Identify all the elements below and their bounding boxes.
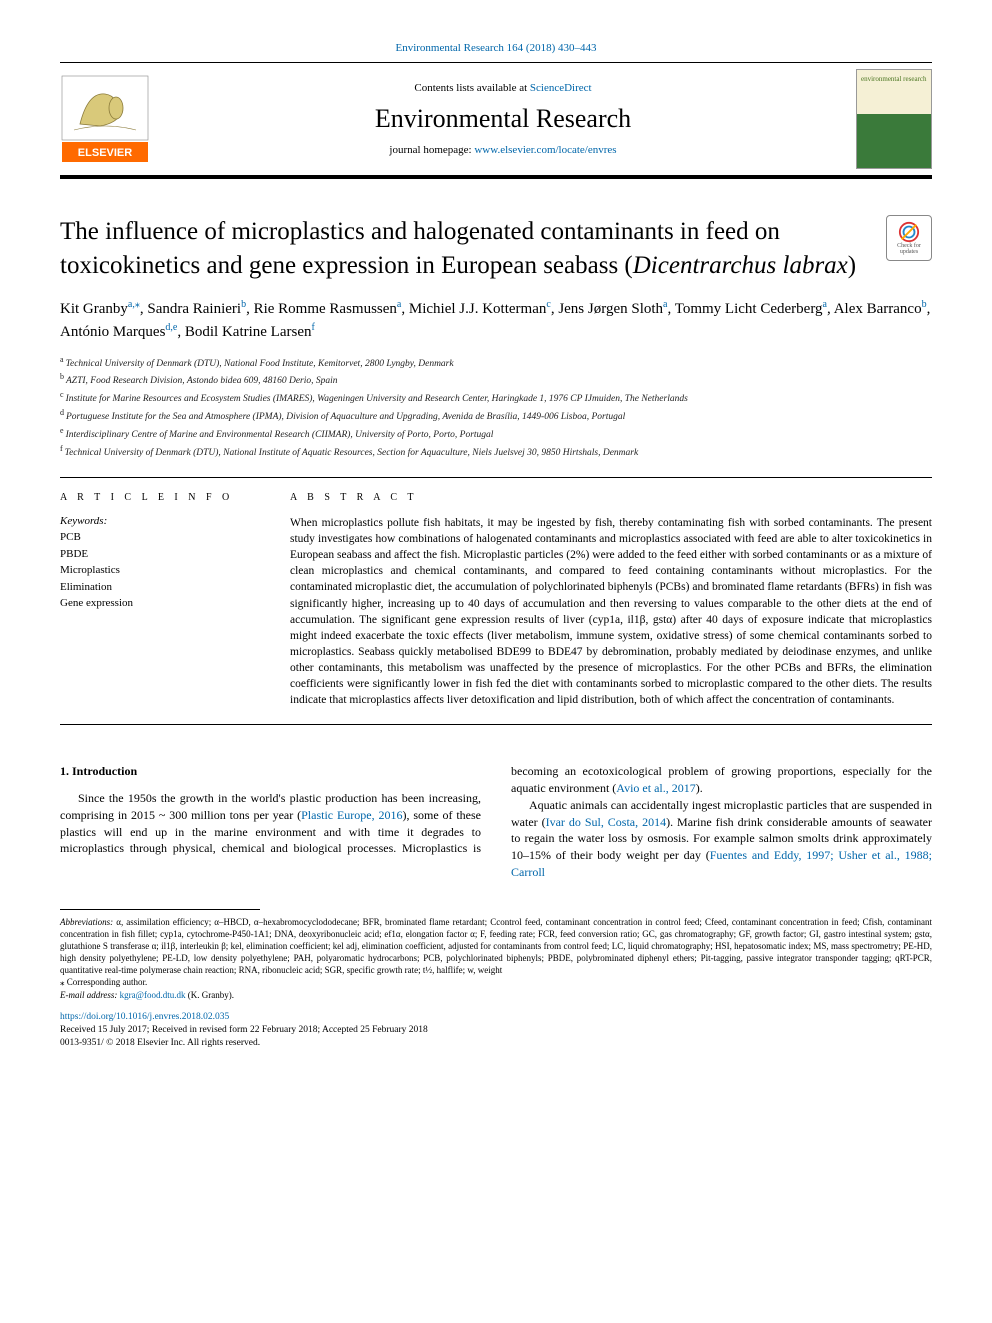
crossmark-badge[interactable]: Check for updates bbox=[886, 215, 932, 261]
author: Sandra Rainieri bbox=[147, 301, 241, 317]
elsevier-logo: ELSEVIER bbox=[60, 74, 150, 164]
keywords-label: Keywords: bbox=[60, 515, 250, 527]
author-affiliation-marker: a bbox=[397, 299, 401, 310]
author-affiliation-marker: a,⁎ bbox=[128, 299, 140, 310]
affiliation: bAZTI, Food Research Division, Astondo b… bbox=[60, 371, 932, 389]
journal-reference: Environmental Research 164 (2018) 430–44… bbox=[60, 42, 932, 54]
author: Rie Romme Rasmussen bbox=[254, 301, 397, 317]
author-affiliation-marker: c bbox=[546, 299, 550, 310]
body-paragraph: Aquatic animals can accidentally ingest … bbox=[511, 797, 932, 881]
homepage-link[interactable]: www.elsevier.com/locate/envres bbox=[474, 144, 616, 156]
affiliation: dPortuguese Institute for the Sea and At… bbox=[60, 407, 932, 425]
corresponding-author: ⁎ Corresponding author. bbox=[60, 976, 932, 988]
author: Kit Granby bbox=[60, 301, 128, 317]
abbreviations: Abbreviations: α, assimilation efficienc… bbox=[60, 916, 932, 977]
email-line: E-mail address: kgra@food.dtu.dk (K. Gra… bbox=[60, 989, 932, 1001]
svg-text:ELSEVIER: ELSEVIER bbox=[78, 147, 132, 159]
title-italic: Dicentrarchus labrax bbox=[633, 252, 848, 279]
journal-name: Environmental Research bbox=[150, 104, 856, 134]
contents-line: Contents lists available at ScienceDirec… bbox=[150, 82, 856, 94]
author-affiliation-marker: a bbox=[663, 299, 667, 310]
affiliation: eInterdisciplinary Centre of Marine and … bbox=[60, 425, 932, 443]
email-suffix: (K. Granby). bbox=[185, 990, 234, 1000]
affiliation: cInstitute for Marine Resources and Ecos… bbox=[60, 389, 932, 407]
keyword: Gene expression bbox=[60, 595, 250, 612]
article-title: The influence of microplastics and halog… bbox=[60, 215, 870, 283]
abstract-text: When microplastics pollute fish habitats… bbox=[290, 515, 932, 708]
author-affiliation-marker: b bbox=[241, 299, 246, 310]
author: Alex Barranco bbox=[834, 301, 922, 317]
section-heading: 1. Introduction bbox=[60, 763, 481, 780]
cover-title: environmental research bbox=[861, 76, 927, 84]
author: Bodil Katrine Larsen bbox=[185, 324, 312, 340]
received-line: Received 15 July 2017; Received in revis… bbox=[60, 1024, 932, 1037]
keywords-list: PCBPBDEMicroplasticsEliminationGene expr… bbox=[60, 529, 250, 612]
divider bbox=[60, 477, 932, 478]
affiliation: fTechnical University of Denmark (DTU), … bbox=[60, 443, 932, 461]
body-section: 1. Introduction Since the 1950s the grow… bbox=[60, 763, 932, 881]
doi-block: https://doi.org/10.1016/j.envres.2018.02… bbox=[60, 1011, 932, 1051]
citation-link[interactable]: Plastic Europe, 2016 bbox=[301, 808, 402, 822]
affiliations-list: aTechnical University of Denmark (DTU), … bbox=[60, 354, 932, 462]
divider bbox=[60, 724, 932, 725]
author-affiliation-marker: a bbox=[823, 299, 827, 310]
footnotes: Abbreviations: α, assimilation efficienc… bbox=[60, 916, 932, 1001]
authors-list: Kit Granbya,⁎, Sandra Rainierib, Rie Rom… bbox=[60, 297, 932, 344]
email-link[interactable]: kgra@food.dtu.dk bbox=[120, 990, 186, 1000]
crossmark-label-bottom: updates bbox=[900, 249, 918, 255]
author: Jens Jørgen Sloth bbox=[558, 301, 663, 317]
footnote-rule bbox=[60, 909, 260, 910]
keyword: Elimination bbox=[60, 579, 250, 596]
author: Michiel J.J. Kotterman bbox=[409, 301, 546, 317]
affiliation: aTechnical University of Denmark (DTU), … bbox=[60, 354, 932, 372]
title-close: ) bbox=[848, 252, 856, 279]
author: António Marques bbox=[60, 324, 165, 340]
doi-link[interactable]: https://doi.org/10.1016/j.envres.2018.02… bbox=[60, 1012, 229, 1022]
sciencedirect-link[interactable]: ScienceDirect bbox=[530, 82, 592, 94]
author-affiliation-marker: f bbox=[312, 322, 315, 333]
citation-link[interactable]: Ivar do Sul, Costa, 2014 bbox=[546, 815, 666, 829]
keyword: Microplastics bbox=[60, 562, 250, 579]
contents-prefix: Contents lists available at bbox=[414, 82, 529, 94]
keyword: PCB bbox=[60, 529, 250, 546]
author: Tommy Licht Cederberg bbox=[675, 301, 823, 317]
author-affiliation-marker: d,e bbox=[165, 322, 177, 333]
citation-link[interactable]: Avio et al., 2017 bbox=[616, 781, 695, 795]
abstract-label: A B S T R A C T bbox=[290, 492, 932, 503]
keyword: PBDE bbox=[60, 546, 250, 563]
header-band: ELSEVIER Contents lists available at Sci… bbox=[60, 62, 932, 179]
article-info-label: A R T I C L E I N F O bbox=[60, 492, 250, 503]
author-affiliation-marker: b bbox=[922, 299, 927, 310]
abbrev-label: Abbreviations: bbox=[60, 917, 113, 927]
abbrev-text: α, assimilation efficiency; α–HBCD, α–he… bbox=[60, 917, 932, 976]
journal-cover-thumbnail: environmental research bbox=[856, 69, 932, 169]
homepage-prefix: journal homepage: bbox=[389, 144, 474, 156]
homepage-line: journal homepage: www.elsevier.com/locat… bbox=[150, 144, 856, 156]
email-label: E-mail address: bbox=[60, 990, 120, 1000]
copyright-line: 0013-9351/ © 2018 Elsevier Inc. All righ… bbox=[60, 1037, 932, 1050]
body-text: ). bbox=[696, 781, 703, 795]
